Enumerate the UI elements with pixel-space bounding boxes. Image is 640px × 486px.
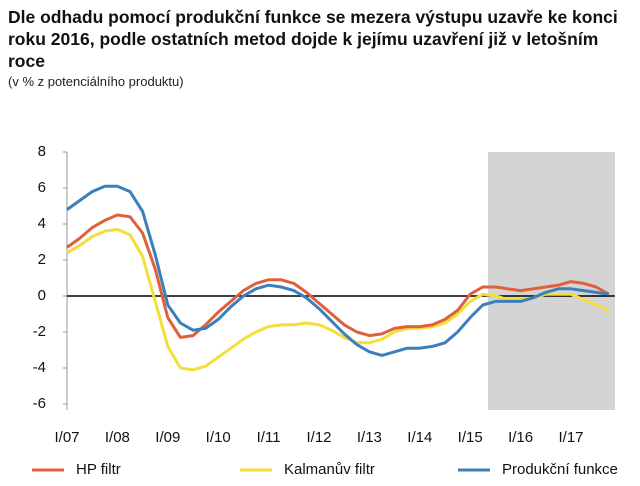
forecast-shade	[488, 152, 615, 410]
series-line	[66, 184, 610, 357]
legend-label: Kalmanův filtr	[284, 461, 375, 478]
x-tick-label: I/14	[407, 429, 432, 446]
x-tick-label: I/13	[357, 429, 382, 446]
series-line	[66, 227, 610, 372]
chart-title: Dle odhadu pomocí produkční funkce se me…	[8, 7, 618, 71]
x-tick-label: I/12	[306, 429, 331, 446]
x-tick-label: I/16	[508, 429, 533, 446]
x-tick-label: I/09	[155, 429, 180, 446]
y-tick-label: 4	[38, 215, 46, 232]
y-tick-label: -6	[33, 395, 46, 412]
y-tick-label: -2	[33, 323, 46, 340]
x-tick-label: I/11	[257, 429, 281, 446]
x-tick-label: I/15	[458, 429, 483, 446]
x-tick-label: I/17	[558, 429, 583, 446]
y-tick-label: -4	[33, 359, 46, 376]
y-tick-label: 0	[38, 287, 46, 304]
y-tick-label: 8	[38, 143, 46, 160]
x-tick-label: I/08	[105, 429, 130, 446]
series-line	[66, 213, 610, 339]
x-tick-label: I/07	[54, 429, 79, 446]
chart-subtitle: (v % z potenciálního produktu)	[8, 74, 184, 89]
legend-label: HP filtr	[76, 461, 121, 478]
y-tick-label: 6	[38, 179, 46, 196]
legend-label: Produkční funkce	[502, 461, 618, 478]
x-tick-label: I/10	[206, 429, 231, 446]
y-tick-label: 2	[38, 251, 46, 268]
